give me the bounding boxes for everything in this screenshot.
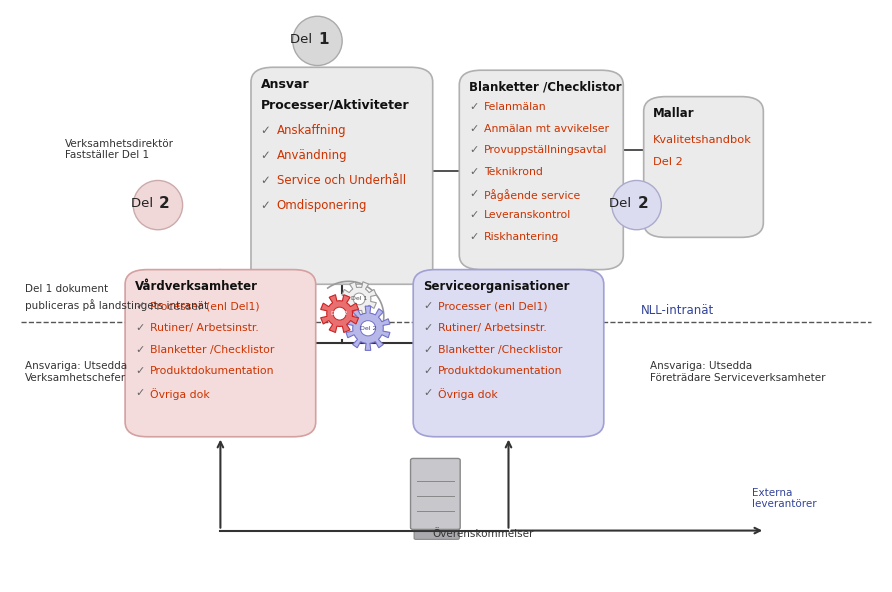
Text: Användning: Användning [277, 149, 347, 162]
Text: Teknikrond: Teknikrond [484, 167, 543, 177]
Text: Blanketter /Checklistor: Blanketter /Checklistor [150, 345, 275, 355]
Text: 2: 2 [638, 196, 648, 211]
Text: Ansvar: Ansvar [260, 78, 310, 91]
Text: ✓: ✓ [135, 388, 145, 398]
FancyBboxPatch shape [125, 269, 316, 437]
FancyBboxPatch shape [410, 458, 460, 529]
Text: ✓: ✓ [260, 149, 270, 162]
Text: ✓: ✓ [423, 388, 433, 398]
Text: Riskhantering: Riskhantering [484, 232, 559, 242]
Text: Verksamhetsdirektör
Fastställer Del 1: Verksamhetsdirektör Fastställer Del 1 [65, 139, 174, 160]
Text: ✓: ✓ [423, 323, 433, 333]
Text: Del: Del [130, 197, 157, 210]
Text: Processer (enl Del1): Processer (enl Del1) [150, 301, 260, 311]
Text: Del: Del [609, 197, 636, 210]
Text: Vårdverksamheter: Vårdverksamheter [135, 280, 258, 293]
Text: Blanketter /Checklistor: Blanketter /Checklistor [438, 345, 562, 355]
Text: Service och Underhåll: Service och Underhåll [277, 174, 406, 187]
FancyBboxPatch shape [414, 524, 459, 539]
Text: Serviceorganisationer: Serviceorganisationer [423, 280, 569, 293]
Text: Kvalitetshandbok: Kvalitetshandbok [653, 135, 751, 144]
Text: ✓: ✓ [423, 301, 433, 311]
Text: Del 2: Del 2 [653, 157, 682, 167]
Text: Del 2: Del 2 [359, 326, 376, 331]
Text: ✓: ✓ [469, 232, 478, 242]
Text: ✓: ✓ [469, 189, 478, 199]
Ellipse shape [353, 293, 365, 305]
Text: Övriga dok: Övriga dok [438, 388, 498, 400]
Text: ✓: ✓ [469, 167, 478, 177]
Text: Provuppställningsavtal: Provuppställningsavtal [484, 145, 607, 155]
Text: ✓: ✓ [135, 345, 145, 355]
Text: Leveranskontrol: Leveranskontrol [484, 210, 572, 220]
Text: Rutiner/ Arbetsinstr.: Rutiner/ Arbetsinstr. [438, 323, 547, 333]
Text: ✓: ✓ [135, 323, 145, 333]
FancyBboxPatch shape [413, 269, 604, 437]
Text: ✓: ✓ [135, 366, 145, 377]
Text: 2: 2 [159, 196, 169, 211]
FancyBboxPatch shape [251, 67, 433, 284]
Text: Processer (enl Del1): Processer (enl Del1) [438, 301, 548, 311]
Text: Del 2: Del 2 [331, 311, 348, 316]
Text: Överenskommelser: Överenskommelser [433, 529, 534, 539]
Ellipse shape [612, 181, 661, 230]
Ellipse shape [133, 181, 183, 230]
Text: Ansvariga: Utsedda
Verksamhetschefer: Ansvariga: Utsedda Verksamhetschefer [25, 362, 127, 383]
Text: ✓: ✓ [260, 174, 270, 187]
Text: ✓: ✓ [469, 145, 478, 155]
Text: ✓: ✓ [469, 102, 478, 112]
Ellipse shape [360, 321, 376, 336]
Text: 1: 1 [318, 31, 329, 47]
Text: ✓: ✓ [260, 200, 270, 213]
Text: Blanketter /Checklistor: Blanketter /Checklistor [469, 81, 622, 94]
Text: Del 1: Del 1 [351, 297, 368, 301]
Polygon shape [346, 306, 390, 350]
Text: Produktdokumentation: Produktdokumentation [438, 366, 563, 377]
Text: Mallar: Mallar [653, 107, 694, 120]
Text: Anmälan mt avvikelser: Anmälan mt avvikelser [484, 124, 609, 134]
Text: Felanmälan: Felanmälan [484, 102, 547, 112]
Text: ✓: ✓ [469, 124, 478, 134]
Text: Produktdokumentation: Produktdokumentation [150, 366, 275, 377]
Text: Processer/Aktiviteter: Processer/Aktiviteter [260, 99, 409, 112]
Ellipse shape [293, 16, 343, 66]
Polygon shape [320, 295, 359, 333]
Text: Övriga dok: Övriga dok [150, 388, 210, 400]
Text: NLL-intranät: NLL-intranät [641, 304, 714, 317]
Text: Pågående service: Pågående service [484, 189, 581, 201]
Text: Del 1 dokument: Del 1 dokument [25, 284, 108, 294]
Text: ✓: ✓ [423, 345, 433, 355]
Ellipse shape [333, 307, 346, 320]
Text: Anskaffning: Anskaffning [277, 124, 346, 137]
Text: Externa
leverantörer: Externa leverantörer [752, 488, 816, 509]
Text: publiceras på landstingets intranät: publiceras på landstingets intranät [25, 299, 208, 311]
Text: Rutiner/ Arbetsinstr.: Rutiner/ Arbetsinstr. [150, 323, 259, 333]
Text: Ansvariga: Utsedda
Företrädare Serviceverksamheter: Ansvariga: Utsedda Företrädare Serviceve… [650, 362, 825, 383]
Text: Omdisponering: Omdisponering [277, 200, 368, 213]
Text: ✓: ✓ [135, 301, 145, 311]
FancyBboxPatch shape [459, 70, 624, 269]
Text: ✓: ✓ [260, 124, 270, 137]
Text: Del: Del [290, 33, 317, 46]
Text: ✓: ✓ [423, 366, 433, 377]
Polygon shape [342, 282, 376, 316]
Text: ✓: ✓ [469, 210, 478, 220]
FancyBboxPatch shape [644, 96, 764, 237]
